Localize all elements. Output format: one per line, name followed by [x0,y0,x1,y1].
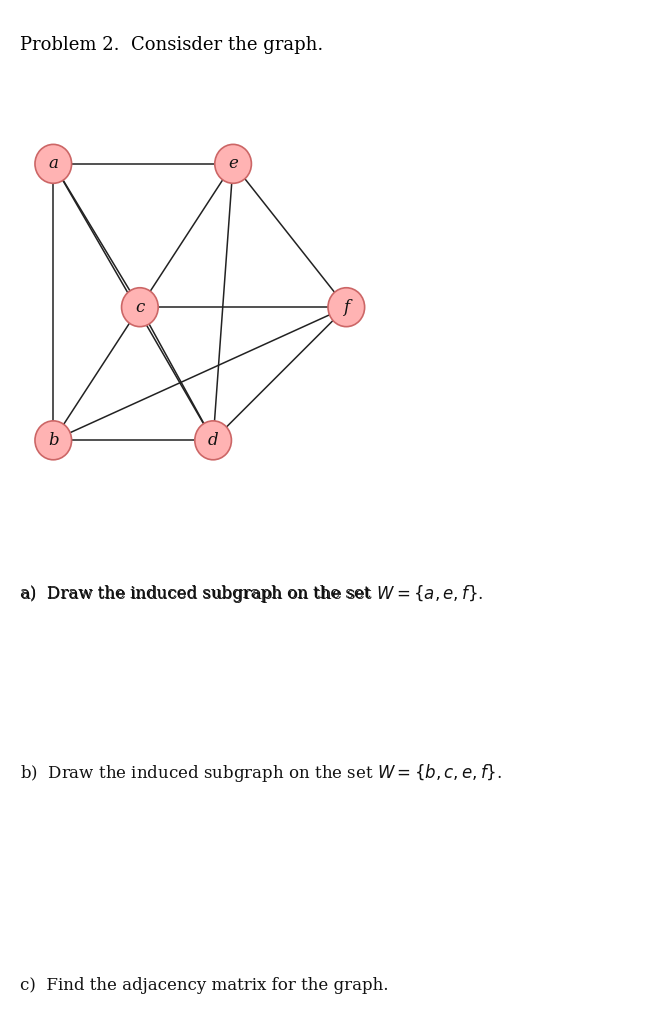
Text: Problem 2.  Consisder the graph.: Problem 2. Consisder the graph. [20,36,323,54]
Text: f: f [343,299,350,315]
Ellipse shape [328,288,365,327]
Text: b: b [48,432,59,449]
Text: a: a [49,156,58,172]
Ellipse shape [121,288,158,327]
Text: b)  Draw the induced subgraph on the set $W = \{b, c, e, f\}$.: b) Draw the induced subgraph on the set … [20,762,502,784]
Text: a)  Draw the induced subgraph on the set: a) Draw the induced subgraph on the set [20,586,376,602]
Text: c: c [135,299,145,315]
Ellipse shape [214,144,252,183]
Text: e: e [228,156,238,172]
Text: d: d [208,432,218,449]
Ellipse shape [194,421,232,460]
Text: c)  Find the adjacency matrix for the graph.: c) Find the adjacency matrix for the gra… [20,977,388,993]
Ellipse shape [35,144,72,183]
Text: a)  Draw the induced subgraph on the set $W = \{a, e, f\}$.: a) Draw the induced subgraph on the set … [20,583,484,605]
Ellipse shape [35,421,72,460]
